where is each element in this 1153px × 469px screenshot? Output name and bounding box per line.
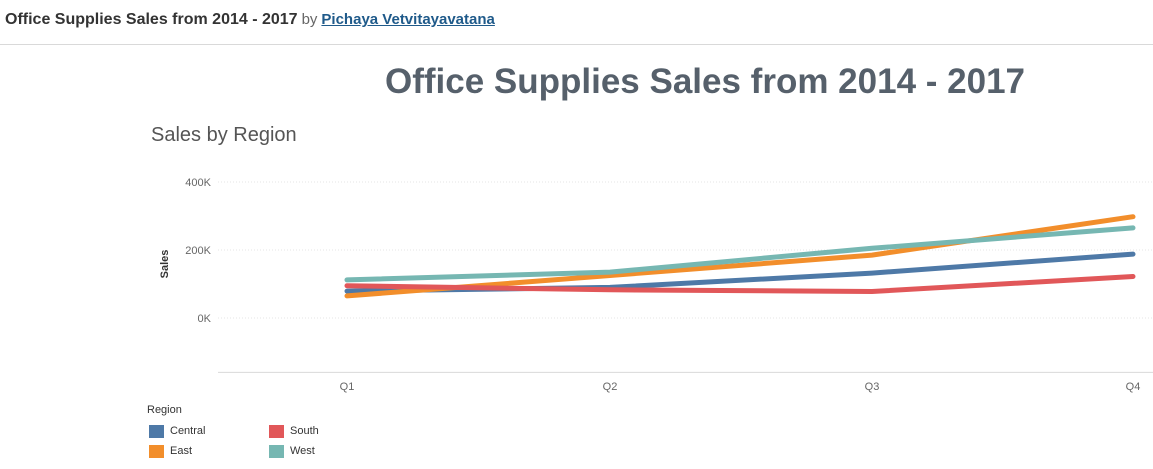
legend-label: East xyxy=(170,445,193,457)
legend-item-central[interactable]: Central xyxy=(149,423,205,439)
x-tick-label: Q2 xyxy=(603,381,618,393)
legend-swatch xyxy=(149,424,164,438)
dashboard-title: Office Supplies Sales from 2014 - 2017 xyxy=(384,62,1025,101)
y-tick-label: 400K xyxy=(185,177,211,189)
y-axis-label: Sales xyxy=(159,250,171,279)
legend-item-south[interactable]: South xyxy=(269,423,319,439)
region-legend: Region Central East South West xyxy=(147,404,447,464)
y-tick-label: 0K xyxy=(198,313,212,325)
header-line: Office Supplies Sales from 2014 - 2017 by… xyxy=(5,11,495,29)
header-title: Office Supplies Sales from 2014 - 2017 xyxy=(5,11,298,28)
legend-label: South xyxy=(290,425,319,437)
legend-item-east[interactable]: East xyxy=(149,443,192,459)
legend-swatch xyxy=(269,424,284,438)
y-tick-label: 200K xyxy=(185,245,211,257)
legend-label: Central xyxy=(170,425,206,437)
header-by-text: by xyxy=(301,11,318,28)
x-tick-label: Q4 xyxy=(1126,381,1141,393)
series-line-south[interactable] xyxy=(344,274,1136,294)
x-tick-label: Q3 xyxy=(865,381,880,393)
legend-label: West xyxy=(290,445,315,457)
story-header: Office Supplies Sales from 2014 - 2017 by… xyxy=(0,0,1153,45)
author-link[interactable]: Pichaya Vetvitayavatana xyxy=(321,11,495,28)
series-line-west[interactable] xyxy=(344,225,1136,283)
legend-item-west[interactable]: West xyxy=(269,443,315,459)
legend-title: Region xyxy=(147,404,182,416)
legend-swatch xyxy=(149,444,164,458)
legend-swatch xyxy=(269,444,284,458)
sheet-title: Sales by Region xyxy=(151,124,297,146)
x-tick-label: Q1 xyxy=(340,381,355,393)
